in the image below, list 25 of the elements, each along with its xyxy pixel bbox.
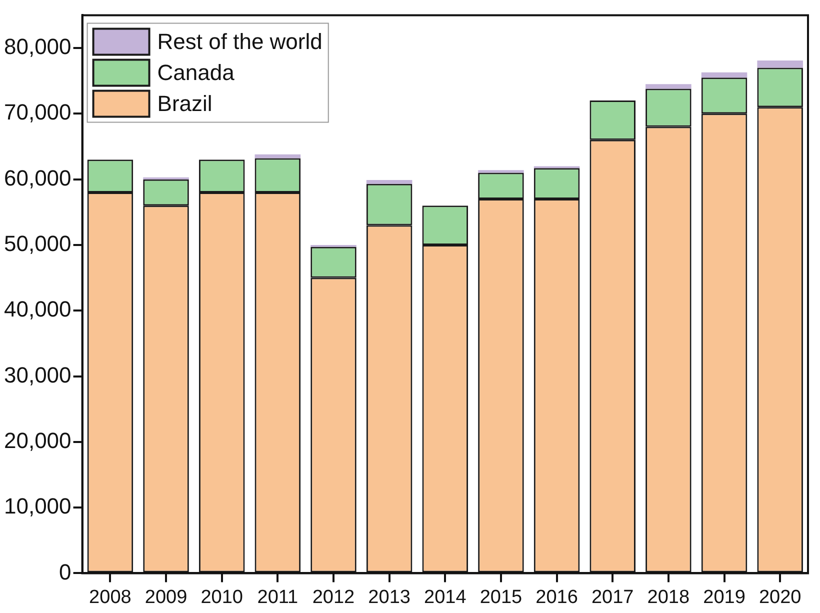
legend-label: Rest of the world [157, 28, 322, 54]
y-tick-label: 20,000 [4, 428, 72, 453]
x-tick-label: 2019 [703, 586, 746, 608]
y-tick-label: 80,000 [4, 34, 72, 60]
x-tick-label: 2009 [144, 586, 188, 608]
x-tick-label: 2013 [368, 586, 410, 608]
y-tick-label: 0 [59, 559, 72, 584]
x-tick-label: 2014 [424, 586, 467, 608]
legend-label: Canada [157, 60, 236, 85]
y-tick-label: 50,000 [4, 231, 72, 256]
x-tick-label: 2015 [480, 586, 522, 608]
y-tick-label: 70,000 [4, 100, 72, 125]
x-tick-label: 2012 [312, 586, 355, 608]
y-tick-label: 10,000 [4, 494, 72, 519]
y-tick-label: 40,000 [4, 296, 72, 322]
x-tick-label: 2018 [647, 586, 690, 608]
x-tick-label: 2020 [758, 586, 802, 608]
x-tick-label: 2011 [257, 586, 298, 608]
legend-label: Brazil [157, 90, 212, 116]
y-tick-label: 60,000 [4, 165, 72, 190]
x-tick-label: 2010 [200, 586, 243, 608]
x-tick-label: 2017 [591, 586, 634, 608]
y-tick-label: 30,000 [4, 362, 72, 388]
x-tick-label: 2008 [89, 586, 132, 608]
x-tick-label: 2016 [536, 586, 578, 608]
